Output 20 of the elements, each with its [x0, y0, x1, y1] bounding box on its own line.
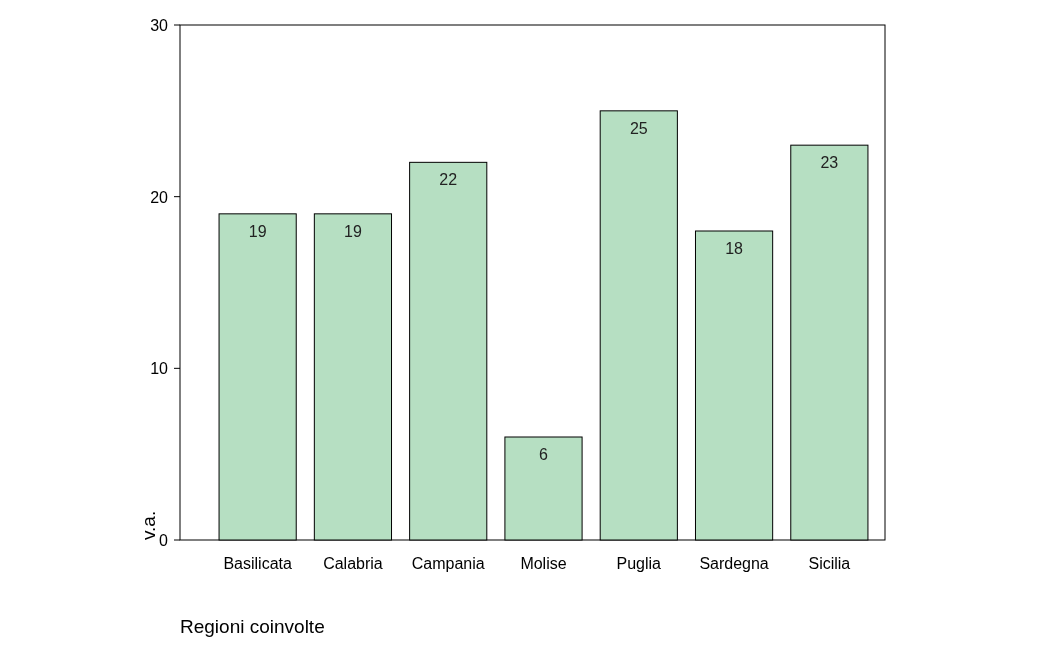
x-tick-label: Basilicata [223, 555, 292, 572]
data-label: 19 [248, 222, 267, 240]
x-tick-label: Sardegna [699, 555, 769, 572]
y-tick-label: 20 [150, 188, 169, 206]
data-label: 23 [820, 154, 839, 172]
x-axis-title: Regioni coinvolte [180, 616, 325, 637]
data-label: 22 [439, 171, 458, 189]
data-label: 6 [539, 446, 549, 463]
y-tick-label: 0 [159, 532, 169, 549]
x-tick-label: Puglia [616, 555, 662, 572]
x-tick-label: Sicilia [808, 555, 851, 572]
x-tick-label: Molise [520, 555, 567, 572]
y-axis-title: v.a. [138, 510, 159, 540]
x-tick-label: Campania [411, 555, 485, 572]
data-label: 18 [725, 240, 744, 257]
y-tick-label: 10 [150, 360, 169, 378]
data-label: 19 [344, 222, 362, 240]
data-label: 25 [629, 119, 648, 137]
x-tick-label: Calabria [323, 555, 383, 572]
y-tick-label: 30 [150, 17, 169, 34]
